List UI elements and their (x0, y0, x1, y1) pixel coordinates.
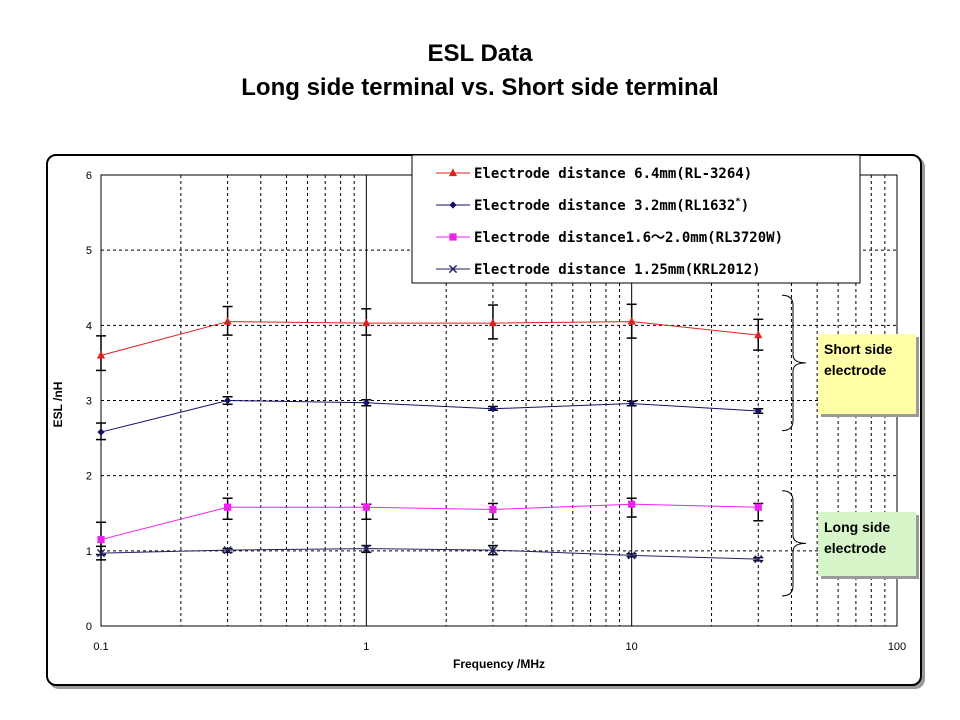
data-point (223, 316, 232, 325)
data-point (627, 316, 636, 325)
data-point (96, 548, 106, 558)
data-point (448, 264, 458, 274)
annotation-long-line1: Long side (824, 519, 891, 535)
series-3 (96, 497, 764, 556)
bracket (781, 294, 807, 432)
data-point (489, 405, 497, 413)
group-brackets (781, 294, 807, 597)
y-tick-label: 4 (86, 320, 92, 332)
data-point (97, 535, 105, 544)
x-tick-label: 100 (888, 641, 906, 653)
x-tick-label: 1 (363, 641, 369, 653)
data-point (362, 544, 371, 553)
annotation-short-line1: Short side (824, 341, 893, 357)
legend-item-4: Electrode distance 1.25mm(KRL2012) (436, 262, 761, 278)
chart-title: ESL Data (427, 40, 533, 67)
series-line (100, 399, 759, 433)
data-point (627, 551, 636, 560)
data-point (754, 407, 762, 415)
legend-box (411, 154, 861, 284)
data-point (754, 503, 762, 511)
data-point (449, 233, 457, 241)
annotation-short-side: Short side electrode (818, 334, 916, 414)
data-point (488, 318, 498, 327)
series-2 (96, 395, 764, 441)
x-tick-label: 0.1 (93, 641, 108, 653)
legend-item-3: Electrode distance1.6～2.0mm(RL3720W) (436, 230, 783, 246)
y-axis-label: ESL /nH (51, 382, 65, 428)
legend-label: Electrode distance 1.25mm(KRL2012) (474, 262, 761, 278)
axis-ticks: 0 1 2 3 4 5 6 0.1 1 10 100 (86, 170, 906, 653)
data-point-stroke (627, 551, 636, 560)
chart-subtitle: Long side terminal vs. Short side termin… (241, 74, 719, 101)
data-point (628, 500, 636, 508)
x-axis-label: Frequency /MHz (453, 657, 545, 671)
legend-label: Electrode distance1.6～2.0mm(RL3720W) (474, 230, 783, 246)
legend-item-2: Electrode distance 3.2mm(RL1632*) (436, 197, 749, 214)
data-point-stroke (223, 545, 232, 555)
legend-label-text: Electrode distance 1.25mm(KRL2012) (474, 262, 761, 278)
legend-item-1: Electrode distance 6.4mm(RL-3264) (436, 166, 752, 182)
annotation-long-side: Long side electrode (818, 512, 916, 576)
data-point-stroke (362, 544, 371, 553)
data-series (96, 303, 764, 564)
data-point (97, 428, 105, 436)
data-point (96, 350, 106, 359)
data-point (362, 318, 371, 327)
data-point (362, 399, 370, 407)
legend-label-end: ) (741, 198, 749, 214)
data-point (754, 330, 763, 339)
data-point (754, 554, 763, 564)
y-tick-label: 3 (86, 396, 92, 408)
data-point-stroke (96, 548, 106, 558)
data-point-stroke (448, 264, 458, 274)
legend-label: Electrode distance 3.2mm(RL1632*) (474, 197, 749, 214)
data-point (223, 545, 232, 555)
y-tick-label: 5 (86, 245, 92, 257)
annotation-long-line2: electrode (824, 540, 887, 556)
series-1 (96, 303, 764, 372)
series-line (100, 503, 759, 541)
data-point (449, 201, 457, 209)
y-tick-label: 1 (86, 546, 92, 558)
series-4 (96, 544, 764, 564)
y-tick-label: 6 (86, 170, 92, 182)
data-point (488, 545, 498, 555)
data-point-stroke (488, 545, 498, 555)
legend: Electrode distance 6.4mm(RL-3264) Electro… (411, 154, 861, 284)
data-point (223, 503, 232, 511)
annotation-short-line2: electrode (824, 362, 887, 378)
x-tick-label: 10 (626, 641, 638, 653)
y-tick-label: 2 (86, 471, 92, 483)
bracket (781, 490, 807, 597)
legend-label-text: Electrode distance1.6～2.0mm(RL3720W) (474, 230, 783, 246)
series-line (100, 321, 759, 356)
legend-label-text: Electrode distance 3.2mm(RL1632 (474, 198, 735, 214)
data-point (223, 396, 232, 405)
data-point (362, 503, 370, 511)
data-point (448, 168, 458, 177)
legend-superscript: * (735, 197, 740, 207)
y-tick-label: 0 (86, 621, 92, 633)
legend-label-text: Electrode distance 6.4mm(RL-3264) (474, 166, 752, 182)
data-point-stroke (754, 554, 763, 564)
data-point (489, 505, 497, 514)
data-point (628, 399, 636, 408)
legend-label: Electrode distance 6.4mm(RL-3264) (474, 166, 752, 182)
series-line (100, 548, 759, 560)
